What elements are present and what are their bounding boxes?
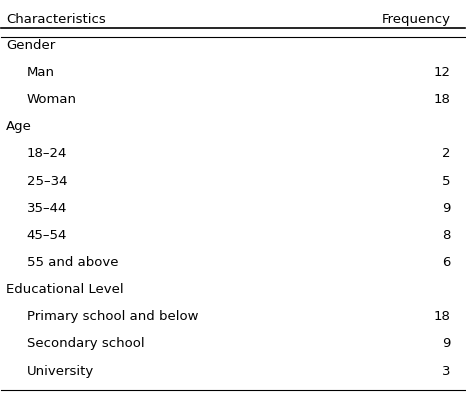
- Text: Primary school and below: Primary school and below: [27, 310, 199, 323]
- Text: Educational Level: Educational Level: [6, 283, 123, 296]
- Text: 35–44: 35–44: [27, 202, 67, 215]
- Text: 18: 18: [434, 310, 451, 323]
- Text: 8: 8: [442, 229, 451, 242]
- Text: 12: 12: [434, 66, 451, 79]
- Text: 5: 5: [442, 175, 451, 188]
- Text: 45–54: 45–54: [27, 229, 67, 242]
- Text: Woman: Woman: [27, 93, 77, 106]
- Text: 3: 3: [442, 364, 451, 377]
- Text: 9: 9: [442, 202, 451, 215]
- Text: Frequency: Frequency: [382, 13, 451, 26]
- Text: 25–34: 25–34: [27, 175, 68, 188]
- Text: 6: 6: [442, 256, 451, 269]
- Text: 2: 2: [442, 147, 451, 160]
- Text: 9: 9: [442, 337, 451, 350]
- Text: Characteristics: Characteristics: [6, 13, 106, 26]
- Text: Man: Man: [27, 66, 55, 79]
- Text: 55 and above: 55 and above: [27, 256, 118, 269]
- Text: University: University: [27, 364, 94, 377]
- Text: 18: 18: [434, 93, 451, 106]
- Text: Age: Age: [6, 120, 32, 133]
- Text: 18–24: 18–24: [27, 147, 67, 160]
- Text: Gender: Gender: [6, 39, 55, 52]
- Text: Secondary school: Secondary school: [27, 337, 144, 350]
